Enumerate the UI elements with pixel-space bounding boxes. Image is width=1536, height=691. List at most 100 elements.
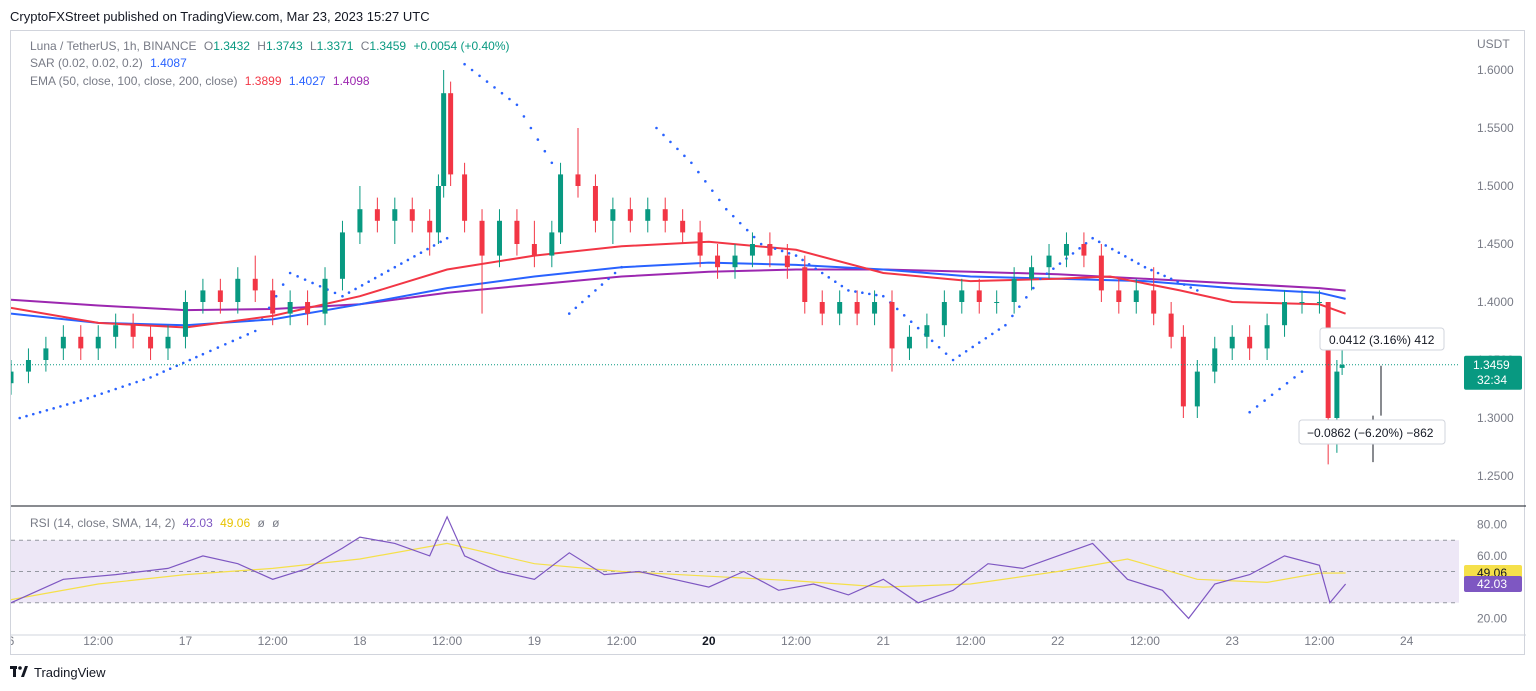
sar-dot bbox=[951, 358, 955, 362]
candle-body[interactable] bbox=[592, 186, 598, 221]
candle-body[interactable] bbox=[558, 174, 564, 233]
candle-body[interactable] bbox=[1151, 290, 1157, 314]
candle-body[interactable] bbox=[645, 209, 651, 221]
candle-body[interactable] bbox=[819, 302, 825, 314]
candle-body[interactable] bbox=[11, 371, 14, 384]
candle-body[interactable] bbox=[767, 244, 773, 256]
candle-body[interactable] bbox=[959, 290, 965, 302]
candle-body[interactable] bbox=[25, 360, 31, 372]
rsi-badge bbox=[1464, 575, 1522, 592]
candle-body[interactable] bbox=[1229, 336, 1235, 349]
candle-body[interactable] bbox=[322, 278, 328, 314]
candle-body[interactable] bbox=[374, 209, 380, 221]
candle-body[interactable] bbox=[165, 336, 171, 349]
candle-body[interactable] bbox=[924, 325, 930, 337]
sar-dot bbox=[393, 265, 397, 269]
sar-dot bbox=[997, 328, 1001, 331]
candle-body[interactable] bbox=[749, 244, 755, 256]
sar-dot bbox=[731, 214, 735, 218]
sar-dot bbox=[868, 292, 871, 296]
candle-body[interactable] bbox=[1168, 313, 1174, 337]
candle-body[interactable] bbox=[889, 302, 895, 349]
candle-body[interactable] bbox=[305, 302, 311, 314]
candle-body[interactable] bbox=[715, 255, 721, 268]
candle-body[interactable] bbox=[235, 278, 241, 302]
candle-body[interactable] bbox=[976, 290, 982, 302]
candle-body[interactable] bbox=[854, 302, 860, 314]
candle-body[interactable] bbox=[1282, 302, 1288, 326]
footer-brand[interactable]: TradingView bbox=[10, 664, 106, 680]
candle-body[interactable] bbox=[994, 302, 1000, 303]
candle-body[interactable] bbox=[872, 302, 878, 314]
candle-body[interactable] bbox=[287, 302, 293, 314]
candle-body[interactable] bbox=[496, 220, 502, 256]
candle-body[interactable] bbox=[113, 325, 119, 337]
candle-body[interactable] bbox=[1339, 364, 1345, 368]
candle-body[interactable] bbox=[43, 348, 49, 360]
candle-body[interactable] bbox=[441, 93, 447, 186]
candle-body[interactable] bbox=[1081, 244, 1087, 256]
candle-body[interactable] bbox=[784, 255, 790, 268]
candle-body[interactable] bbox=[941, 302, 947, 326]
candle-body[interactable] bbox=[549, 232, 555, 256]
candle-body[interactable] bbox=[1194, 371, 1200, 407]
candle-body[interactable] bbox=[182, 302, 188, 337]
chart-frame[interactable]: USDT1.60001.55001.50001.45001.40001.3500… bbox=[10, 30, 1526, 656]
candle-body[interactable] bbox=[462, 174, 468, 221]
candle-body[interactable] bbox=[148, 336, 154, 349]
candle-body[interactable] bbox=[906, 336, 912, 349]
candle-body[interactable] bbox=[1133, 290, 1139, 302]
candle-body[interactable] bbox=[732, 255, 738, 268]
candle-body[interactable] bbox=[837, 302, 843, 314]
candle-body[interactable] bbox=[1264, 325, 1270, 349]
sar-dot bbox=[79, 399, 83, 402]
sar-dot bbox=[1025, 296, 1028, 299]
candle-body[interactable] bbox=[217, 290, 223, 302]
candle-body[interactable] bbox=[514, 220, 520, 244]
candle-body[interactable] bbox=[427, 220, 433, 233]
candle-body[interactable] bbox=[357, 209, 363, 233]
candle-body[interactable] bbox=[1046, 255, 1052, 268]
candle-body[interactable] bbox=[575, 174, 581, 186]
candle-body[interactable] bbox=[60, 336, 66, 349]
candle-body[interactable] bbox=[610, 209, 616, 221]
candle-body[interactable] bbox=[409, 209, 415, 221]
sar-dot bbox=[971, 345, 974, 349]
candle-body[interactable] bbox=[479, 220, 485, 256]
candle-body[interactable] bbox=[802, 267, 808, 302]
candle-body[interactable] bbox=[662, 209, 668, 221]
candle-body[interactable] bbox=[531, 244, 537, 256]
candle-body[interactable] bbox=[1098, 255, 1104, 291]
candle-body[interactable] bbox=[1212, 348, 1218, 372]
candle-body[interactable] bbox=[1180, 336, 1186, 407]
candle-body[interactable] bbox=[1299, 302, 1305, 303]
candle-body[interactable] bbox=[1011, 278, 1017, 302]
candle-body[interactable] bbox=[680, 220, 686, 233]
candle-body[interactable] bbox=[95, 336, 101, 349]
candle-body[interactable] bbox=[627, 209, 633, 221]
candle-body[interactable] bbox=[270, 290, 276, 314]
candle-body[interactable] bbox=[1316, 302, 1322, 303]
measure-up-box[interactable] bbox=[1319, 327, 1445, 351]
candle-body[interactable] bbox=[697, 232, 703, 256]
candle-body[interactable] bbox=[78, 336, 84, 349]
candle-body[interactable] bbox=[1325, 302, 1331, 418]
chart-canvas[interactable]: USDT1.60001.55001.50001.45001.40001.3500… bbox=[11, 31, 1526, 656]
candle-body[interactable] bbox=[130, 325, 136, 337]
candle-body[interactable] bbox=[1063, 244, 1069, 256]
candle-body[interactable] bbox=[200, 290, 206, 302]
candle-body[interactable] bbox=[252, 278, 258, 291]
measure-down-box[interactable] bbox=[1298, 419, 1446, 445]
candle-body[interactable] bbox=[392, 209, 398, 221]
candle-body[interactable] bbox=[1334, 371, 1340, 418]
price-axis-tick: 1.2500 bbox=[1477, 469, 1514, 483]
candle-body[interactable] bbox=[448, 93, 454, 175]
candle-body[interactable] bbox=[435, 186, 441, 233]
time-axis-label: 12:00 bbox=[258, 634, 288, 648]
candle-body[interactable] bbox=[1116, 290, 1122, 302]
candle-body[interactable] bbox=[1247, 336, 1253, 349]
candle-body[interactable] bbox=[339, 232, 345, 279]
candle-body[interactable] bbox=[1029, 267, 1035, 279]
sar-dot bbox=[1045, 272, 1049, 276]
time-axis-label: 18 bbox=[353, 634, 367, 648]
